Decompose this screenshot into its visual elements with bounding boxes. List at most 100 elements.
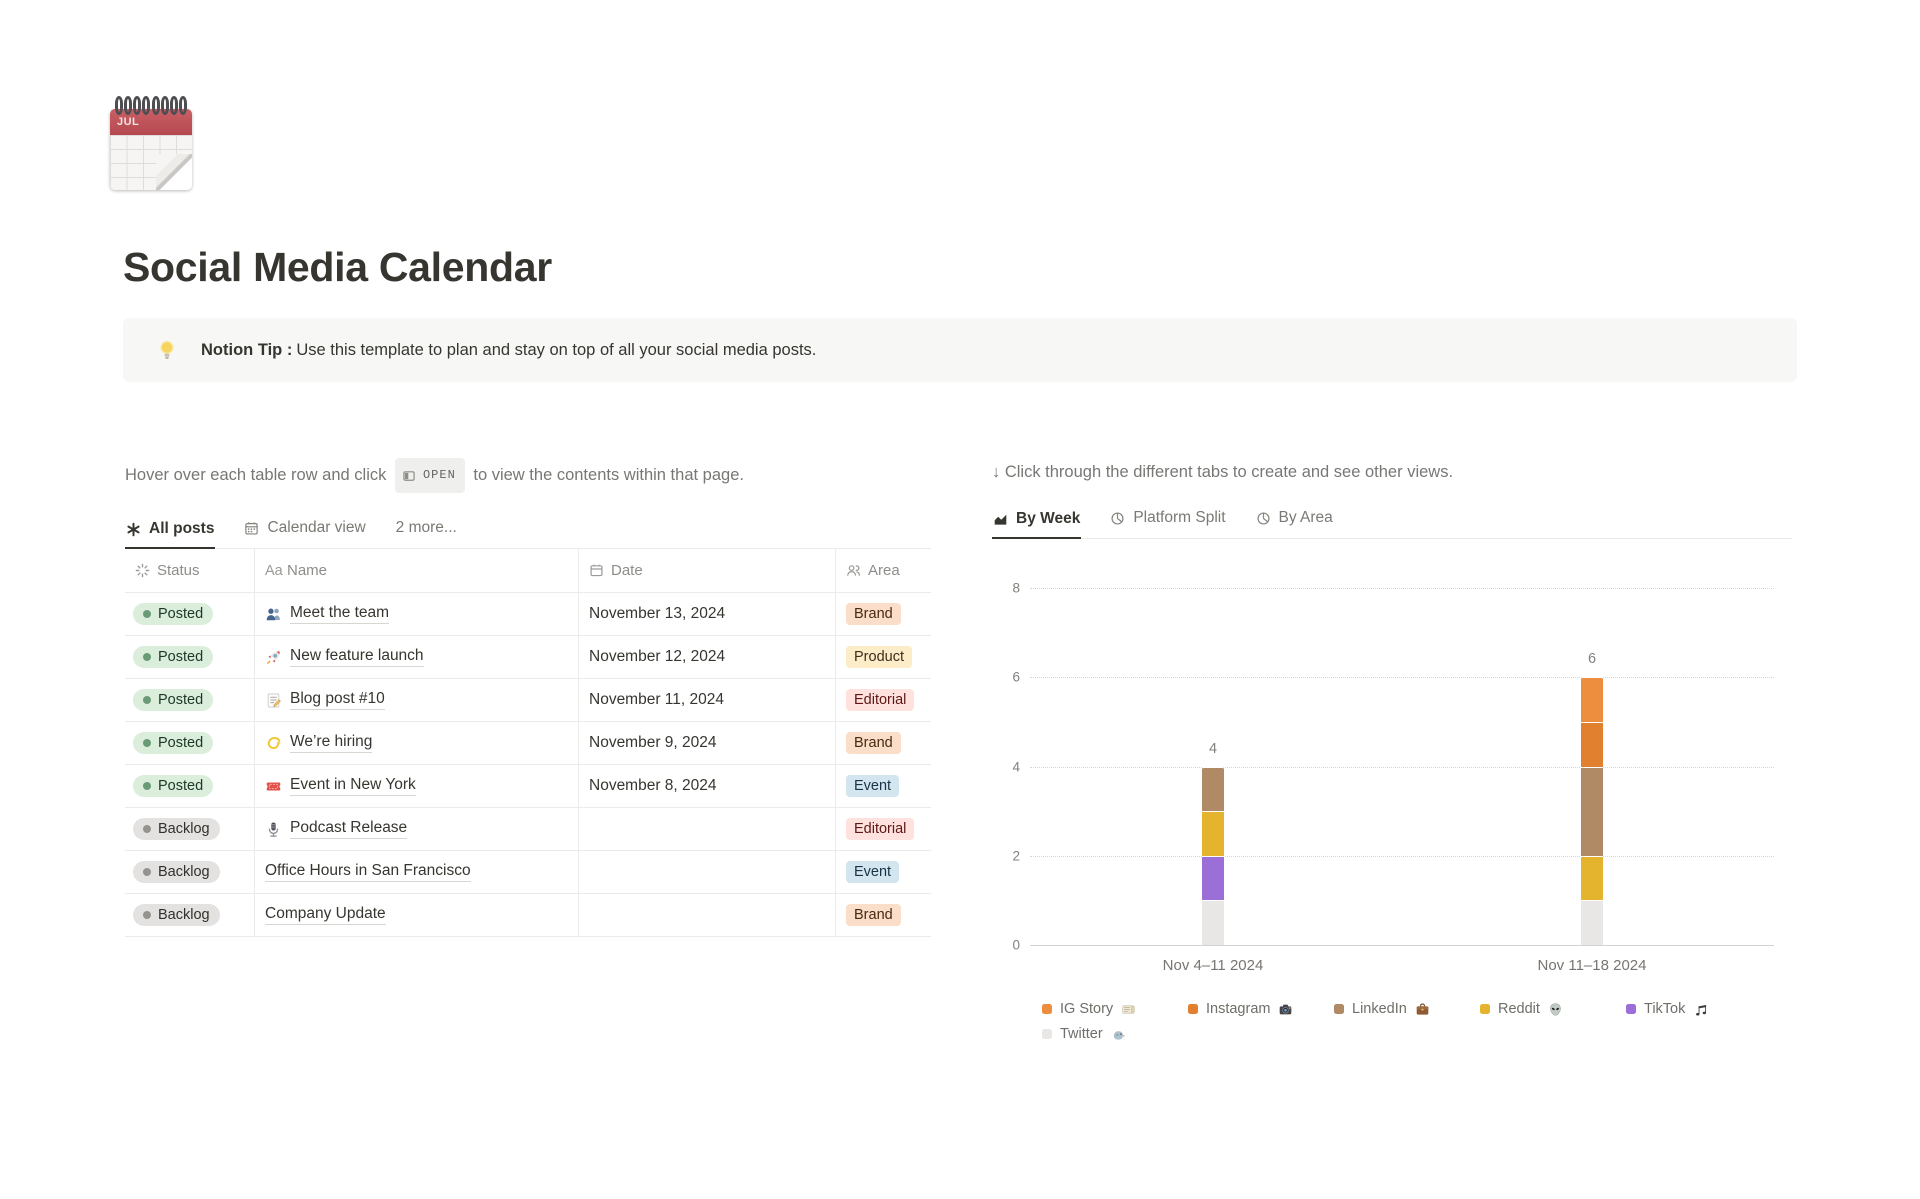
table-row[interactable]: Posted Meet the team November 13, 2024 B… [125,593,931,636]
column-header-area[interactable]: Area [836,549,931,592]
status-badge: Posted [133,689,214,711]
area-cell[interactable]: Brand [836,593,931,635]
status-dot [143,696,151,704]
tab-all-posts[interactable]: All posts [125,512,216,549]
date-cell[interactable]: November 11, 2024 [579,679,836,721]
area-cell[interactable]: Event [836,765,931,807]
asterisk-icon [126,522,141,537]
table-row[interactable]: Posted Blog post #10 November 11, 2024 E… [125,679,931,722]
table-row[interactable]: Backlog Office Hours in San Francisco Ev… [125,851,931,894]
y-axis-tick-label: 6 [1012,669,1020,685]
status-label: Backlog [158,864,210,880]
area-cell[interactable]: Brand [836,894,931,936]
page-link[interactable]: Podcast Release [290,819,408,839]
status-cell[interactable]: Backlog [125,808,255,850]
table-header-row: Status Aa Name Date Area [125,549,931,593]
page-link[interactable]: Office Hours in San Francisco [265,862,471,882]
page-link[interactable]: We’re hiring [290,733,373,753]
name-cell[interactable]: New feature launch [255,636,579,678]
area-tag: Product [846,646,912,668]
text-property-icon: Aa [265,562,283,579]
date-cell[interactable] [579,851,836,893]
name-cell[interactable]: Blog post #10 [255,679,579,721]
chart-view-tabs: By Week Platform Split By Area [992,501,1792,539]
page-link[interactable]: Company Update [265,905,386,925]
page-link[interactable]: Meet the team [290,604,390,624]
left-instruction: Hover over each table row and click OPEN… [125,458,801,493]
legend-item-ig-story: IG Story [1042,1001,1188,1017]
legend-item-instagram: Instagram [1188,1001,1334,1017]
status-cell[interactable]: Backlog [125,851,255,893]
page-link[interactable]: New feature launch [290,647,424,667]
area-tag: Event [846,775,900,797]
open-button[interactable]: OPEN [394,458,465,493]
status-cell[interactable]: Posted [125,636,255,678]
name-cell[interactable]: Company Update [255,894,579,936]
column-label: Name [287,562,328,579]
tab-by-area[interactable]: By Area [1255,501,1334,538]
date-cell[interactable]: November 12, 2024 [579,636,836,678]
y-axis-tick-label: 8 [1012,580,1020,596]
area-cell[interactable]: Event [836,851,931,893]
date-cell[interactable] [579,808,836,850]
name-cell[interactable]: Office Hours in San Francisco [255,851,579,893]
tab-more-views[interactable]: 2 more... [395,511,458,548]
calendar-month-label: JUL [110,109,192,135]
x-axis-category-label: Nov 11–18 2024 [1537,957,1647,974]
status-cell[interactable]: Backlog [125,894,255,936]
tab-label: 2 more... [395,519,457,536]
area-cell[interactable]: Editorial [836,679,931,721]
status-cell[interactable]: Posted [125,765,255,807]
status-cell[interactable]: Posted [125,593,255,635]
status-label: Posted [158,649,204,665]
status-spinner-icon [135,563,150,578]
page-link[interactable]: Blog post #10 [290,690,385,710]
calendar-rings [115,96,187,116]
table-row[interactable]: Backlog Company Update Brand [125,894,931,937]
table-row[interactable]: Posted New feature launch November 12, 2… [125,636,931,679]
name-cell[interactable]: Meet the team [255,593,579,635]
table-row[interactable]: Backlog Podcast Release Editorial [125,808,931,851]
table-row[interactable]: Posted Event in New York November 8, 202… [125,765,931,808]
page-icon-spiral-calendar-icon[interactable]: JUL [110,96,192,190]
status-dot [143,610,151,618]
right-column: ↓ Click through the different tabs to cr… [992,458,1792,1084]
status-cell[interactable]: Posted [125,679,255,721]
tab-by-week[interactable]: By Week [992,502,1082,539]
tab-platform-split[interactable]: Platform Split [1109,501,1226,538]
status-dot [143,739,151,747]
tab-calendar-view[interactable]: Calendar view [243,511,366,548]
column-header-date[interactable]: Date [579,549,836,592]
status-badge: Backlog [133,904,220,926]
column-header-status[interactable]: Status [125,549,255,592]
date-cell[interactable]: November 8, 2024 [579,765,836,807]
date-cell[interactable]: November 13, 2024 [579,593,836,635]
name-cell[interactable]: Podcast Release [255,808,579,850]
table-body: Posted Meet the team November 13, 2024 B… [125,593,931,937]
page-title: Social Media Calendar [123,244,552,290]
column-header-name[interactable]: Aa Name [255,549,579,592]
busts-in-silhouette-icon [265,606,282,623]
instruction-post-text: to view the contents within that page. [473,465,744,484]
status-dot [143,653,151,661]
status-badge: Posted [133,732,214,754]
name-cell[interactable]: Event in New York [255,765,579,807]
date-cell[interactable] [579,894,836,936]
area-cell[interactable]: Editorial [836,808,931,850]
legend-swatch [1042,1029,1052,1039]
date-value: November 9, 2024 [589,734,717,751]
area-cell[interactable]: Product [836,636,931,678]
bar-segment-reddit [1202,811,1224,856]
notion-tip-callout: Notion Tip : Use this template to plan an… [123,318,1797,382]
calendar-body: JUL [110,109,192,190]
bar-chart-icon [993,512,1008,527]
status-cell[interactable]: Posted [125,722,255,764]
page-link[interactable]: Event in New York [290,776,416,796]
area-cell[interactable]: Brand [836,722,931,764]
right-instruction: ↓ Click through the different tabs to cr… [992,463,1454,481]
status-badge: Posted [133,646,214,668]
name-cell[interactable]: We’re hiring [255,722,579,764]
table-row[interactable]: Posted We’re hiring November 9, 2024 Bra… [125,722,931,765]
legend-label: LinkedIn [1352,1001,1407,1017]
date-cell[interactable]: November 9, 2024 [579,722,836,764]
